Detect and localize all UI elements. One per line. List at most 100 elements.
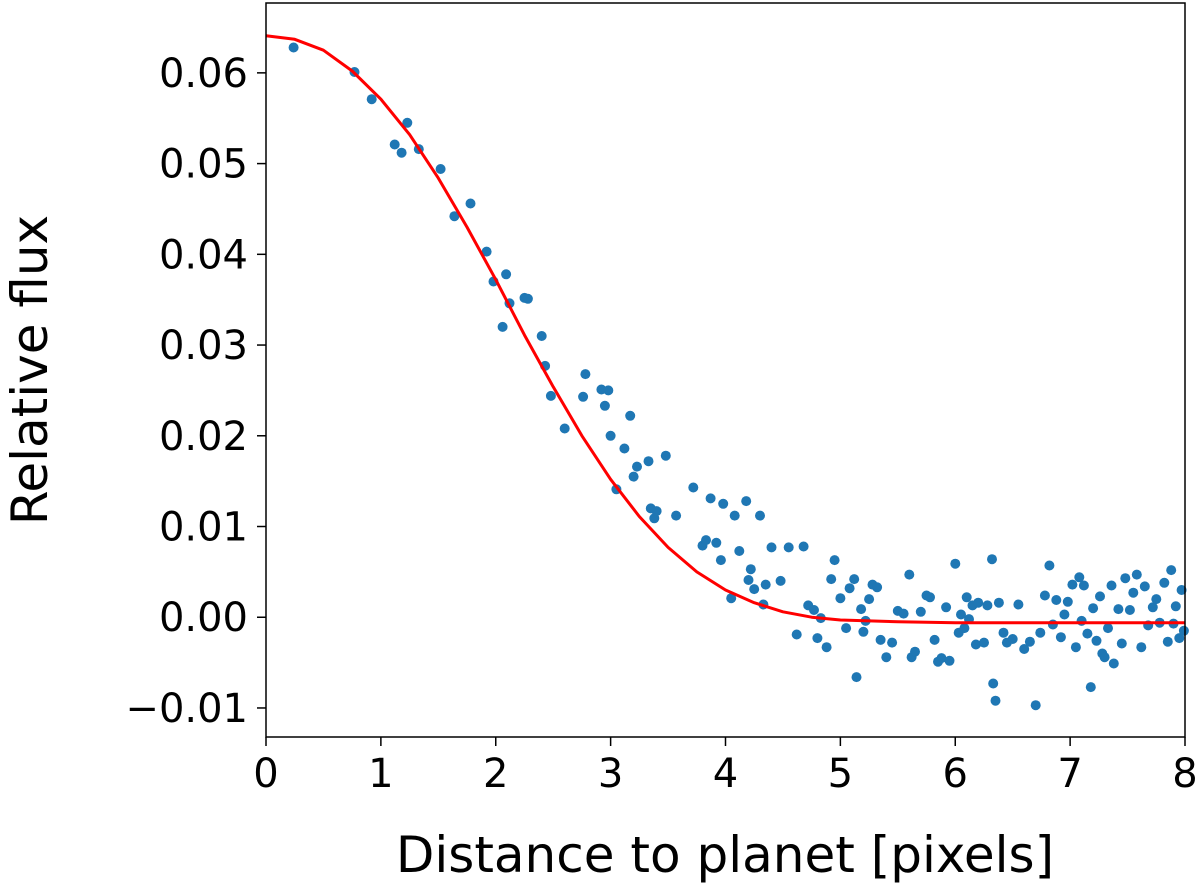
x-tick-label: 7: [1057, 751, 1082, 797]
data-point: [628, 471, 639, 482]
data-point: [973, 597, 984, 608]
data-point: [449, 211, 460, 222]
data-point: [1076, 615, 1087, 626]
data-point: [396, 147, 407, 158]
data-point: [970, 639, 981, 650]
data-point: [729, 510, 740, 521]
data-point: [402, 117, 413, 128]
data-point: [1085, 682, 1096, 693]
data-point: [1139, 581, 1150, 592]
data-point: [580, 369, 591, 380]
data-point: [1166, 565, 1177, 576]
data-point: [990, 695, 1001, 706]
data-point: [1128, 587, 1139, 598]
data-point: [755, 510, 765, 521]
data-point: [643, 456, 654, 467]
data-point: [1013, 599, 1024, 610]
data-point: [734, 546, 745, 556]
data-point: [875, 634, 886, 645]
data-point: [791, 629, 802, 640]
data-point: [835, 593, 846, 604]
data-point: [993, 597, 1004, 608]
data-point: [497, 321, 508, 332]
data-point: [915, 606, 926, 617]
data-point: [809, 605, 819, 615]
data-point: [599, 400, 610, 411]
data-point: [849, 574, 860, 585]
y-tick-label: −0.01: [125, 686, 248, 732]
data-point: [1062, 596, 1073, 607]
data-point: [435, 164, 446, 174]
data-point: [829, 555, 840, 566]
data-point: [1035, 627, 1046, 638]
data-point: [936, 653, 947, 664]
data-point: [1047, 619, 1058, 630]
data-point: [1059, 609, 1070, 620]
data-point: [1113, 604, 1124, 615]
data-point: [1055, 632, 1066, 643]
data-point: [881, 652, 892, 663]
data-point: [501, 269, 512, 280]
data-point: [959, 623, 970, 634]
data-point: [1178, 625, 1189, 636]
data-point: [671, 510, 682, 521]
x-axis-title: Distance to planet [pixels]: [396, 826, 1054, 884]
data-point: [887, 637, 898, 648]
data-point: [465, 198, 476, 209]
plot-background: [266, 3, 1185, 737]
y-tick-label: 0.01: [159, 505, 248, 551]
data-point: [701, 535, 711, 546]
data-point: [741, 496, 752, 507]
data-point: [798, 541, 809, 552]
data-point: [1147, 602, 1158, 613]
y-tick-label: 0.02: [159, 414, 248, 460]
data-point: [481, 246, 492, 257]
data-point: [856, 604, 867, 615]
data-point: [1030, 700, 1041, 711]
data-point: [864, 594, 875, 605]
data-point: [1088, 603, 1099, 614]
data-point: [783, 542, 794, 553]
data-point: [536, 331, 547, 341]
data-point: [1039, 590, 1050, 601]
data-point: [1151, 594, 1162, 605]
data-point: [760, 579, 771, 590]
data-point: [605, 430, 616, 441]
data-point: [1120, 573, 1131, 584]
data-point: [1091, 635, 1102, 646]
data-point: [288, 42, 299, 53]
data-point: [1176, 585, 1187, 595]
data-point: [1174, 633, 1185, 644]
y-tick-label: 0.06: [159, 51, 248, 97]
data-point: [987, 554, 997, 565]
data-point: [1044, 560, 1055, 571]
data-point: [979, 637, 989, 648]
data-point: [1131, 569, 1142, 580]
data-point: [858, 626, 869, 637]
data-point: [1159, 577, 1170, 588]
fit-line: [265, 34, 1185, 625]
data-point: [961, 592, 972, 603]
data-point: [749, 584, 760, 595]
data-point: [578, 391, 589, 402]
data-point: [898, 608, 909, 619]
data-point: [844, 583, 855, 594]
data-point: [775, 575, 786, 586]
data-point: [715, 555, 726, 566]
x-tick-label: 0: [253, 751, 278, 797]
x-tick-label: 5: [828, 751, 853, 797]
data-point: [718, 498, 729, 509]
data-point: [522, 293, 533, 304]
data-point: [619, 443, 630, 454]
plot-marks: [265, 34, 1189, 711]
data-point: [1078, 580, 1089, 591]
data-point: [1024, 636, 1035, 647]
x-tick-label: 3: [598, 751, 623, 797]
data-point: [705, 493, 716, 504]
data-point: [982, 600, 993, 611]
x-tick-label: 4: [713, 751, 738, 797]
data-point: [904, 569, 915, 580]
data-point: [726, 593, 737, 604]
x-tick-label: 8: [1172, 751, 1197, 797]
